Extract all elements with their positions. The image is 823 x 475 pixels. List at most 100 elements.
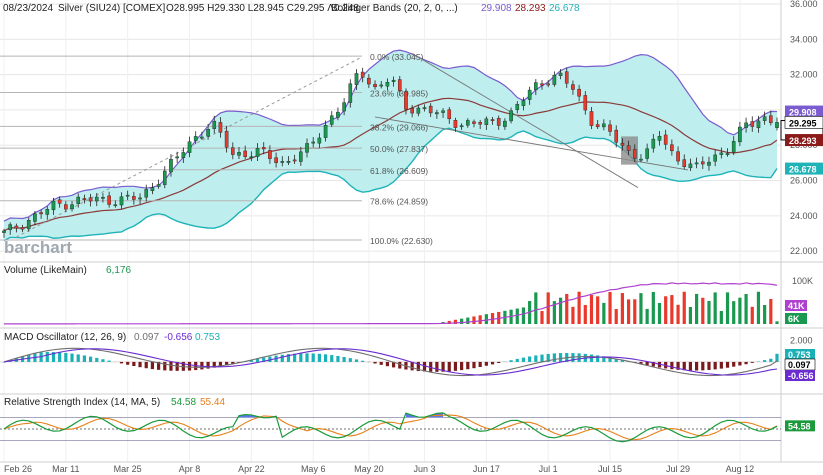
candle-body xyxy=(694,162,699,165)
date-tick-label: Jun 3 xyxy=(413,464,435,474)
candle-body xyxy=(725,153,730,155)
macd-histogram-bar xyxy=(385,361,390,367)
candle-body xyxy=(602,123,606,128)
date-tick-label: May 20 xyxy=(354,464,384,474)
candle-body xyxy=(651,138,656,149)
macd-histogram-bar xyxy=(379,361,383,365)
candle-body xyxy=(503,120,507,127)
macd-histogram-bar xyxy=(670,361,674,370)
volume-bar xyxy=(571,306,575,324)
grid xyxy=(0,0,823,463)
volume-bar xyxy=(447,320,451,324)
volume-bar xyxy=(558,297,563,324)
volume-bar xyxy=(490,313,495,324)
macd-histogram-bar xyxy=(484,361,488,366)
candle-body xyxy=(521,100,526,106)
macd-histogram-bar xyxy=(713,361,717,370)
macd-histogram-bar xyxy=(225,361,229,366)
macd-histogram-bar xyxy=(509,360,513,362)
price-tag xyxy=(785,105,823,118)
candle-body xyxy=(552,75,557,85)
candle-body xyxy=(762,116,767,121)
candle-body xyxy=(484,118,489,125)
candle-body xyxy=(657,135,662,141)
candle-body xyxy=(193,136,198,141)
volume-bar xyxy=(577,291,581,324)
macd-histogram-bar xyxy=(299,353,303,362)
candle-body xyxy=(410,108,414,114)
macd-histogram-bar xyxy=(336,355,340,362)
candle-body xyxy=(453,120,458,128)
macd-histogram-bar xyxy=(398,361,402,369)
date-tick-label: May 6 xyxy=(301,464,326,474)
rsi-line xyxy=(3,412,778,443)
volume-bar xyxy=(602,302,606,324)
candle-body xyxy=(33,213,37,222)
date-tick-label: Apr 22 xyxy=(238,464,265,474)
macd-histogram-bar xyxy=(187,361,192,371)
candle-body xyxy=(670,144,674,152)
macd-histogram-bar xyxy=(200,361,204,370)
macd-histogram-bar xyxy=(95,357,99,362)
volume-label: Volume (LikeMain) xyxy=(4,265,87,276)
volume-bar xyxy=(589,295,594,324)
volume-panel: 100K 41K 6K xyxy=(2,276,813,325)
macd-histogram-bar xyxy=(157,361,161,370)
macd-histogram-bar xyxy=(410,361,414,371)
candle-body xyxy=(299,151,303,162)
macd-histogram-bar xyxy=(212,361,216,368)
fib-label: 78.6% (24.859) xyxy=(370,197,428,207)
volume-bar xyxy=(676,304,680,324)
rsi-tag-text: 54.58 xyxy=(788,421,811,431)
candle-body xyxy=(700,161,705,165)
volume-bar xyxy=(645,308,649,324)
candle-body xyxy=(713,154,717,162)
macd-histogram-bar xyxy=(707,361,711,370)
volume-bar xyxy=(670,295,674,324)
volume-bar xyxy=(682,291,686,324)
macd-histogram-bar xyxy=(596,355,600,362)
volume-bar xyxy=(633,299,637,324)
macd-histogram-bar xyxy=(64,352,68,362)
candle-body xyxy=(249,156,254,159)
candle-body xyxy=(45,209,50,215)
header-bb-lower: 26.678 xyxy=(549,3,580,14)
macd-histogram-bar xyxy=(76,354,80,362)
candle-body xyxy=(385,81,390,87)
macd-histogram-bar xyxy=(558,353,563,362)
rsi-panel: 54.58 xyxy=(0,412,815,443)
candle-body xyxy=(101,197,105,199)
candle-body xyxy=(181,152,186,158)
candle-body xyxy=(589,111,594,126)
candle-body xyxy=(268,150,272,159)
volume-bar xyxy=(738,297,742,324)
price-tick-label: 36.000 xyxy=(790,0,818,9)
volume-bar xyxy=(460,318,464,324)
macd-histogram-bar xyxy=(88,356,93,362)
candle-body xyxy=(466,120,470,126)
candle-body xyxy=(360,71,365,78)
candle-body xyxy=(14,225,19,229)
macd-histogram-bar xyxy=(639,361,643,364)
volume-bar xyxy=(756,291,761,324)
candle-body xyxy=(391,79,396,82)
macd-histogram-bar xyxy=(763,360,767,362)
bollinger-upper-line xyxy=(3,49,778,222)
candle-body xyxy=(200,136,204,139)
volume-bar xyxy=(565,293,569,324)
candle-body xyxy=(707,161,711,166)
candle-body xyxy=(527,89,532,100)
candle-body xyxy=(342,102,346,112)
macd-histogram-bar xyxy=(775,353,779,362)
candle-body xyxy=(490,119,495,121)
candle-body xyxy=(144,189,149,198)
candle-body xyxy=(608,124,612,132)
macd-tag xyxy=(785,370,815,381)
volume-bar xyxy=(614,309,618,324)
macd-histogram-bar xyxy=(169,361,173,371)
volume-bar xyxy=(552,301,556,324)
macd-histogram-bar xyxy=(305,353,309,362)
price-tick-label: 34.000 xyxy=(790,34,818,44)
header-bb-upper: 29.908 xyxy=(481,3,512,14)
